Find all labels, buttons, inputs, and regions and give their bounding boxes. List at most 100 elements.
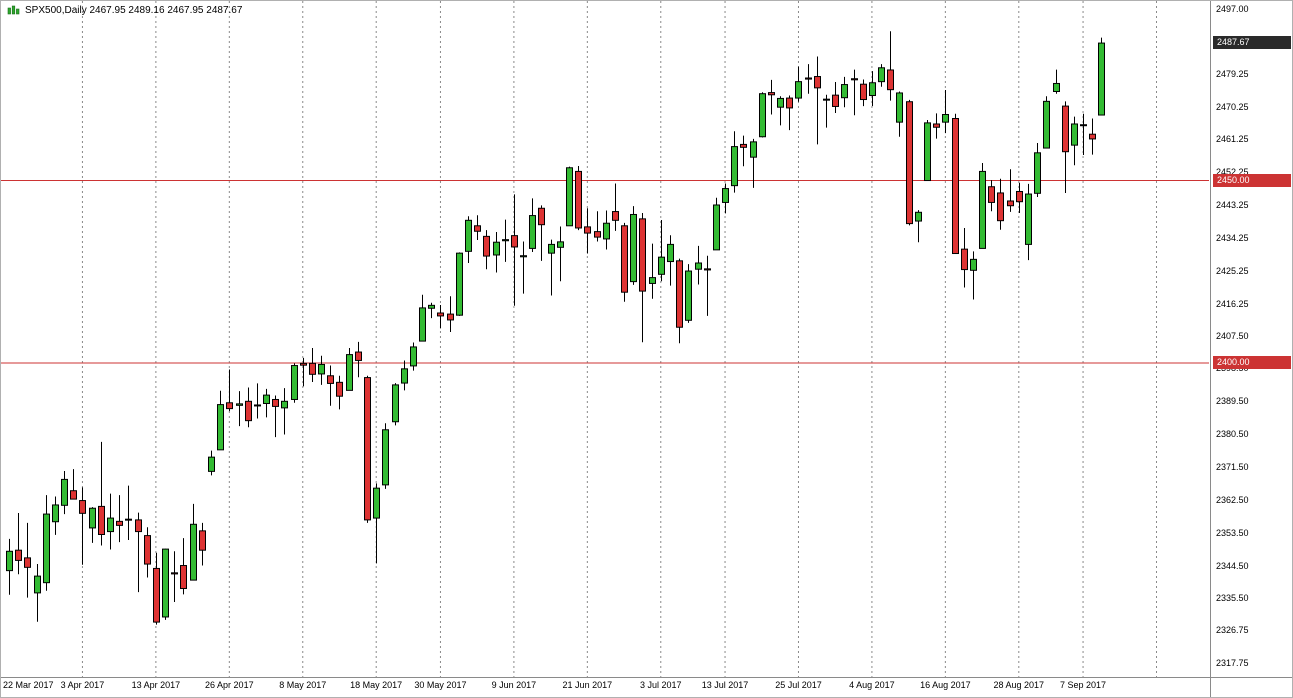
candle [860, 79, 867, 107]
candle [309, 348, 316, 382]
time-axis-label: 16 Aug 2017 [920, 680, 971, 690]
candle [382, 423, 389, 489]
candle [300, 357, 307, 387]
candle [419, 294, 426, 342]
candle [961, 227, 968, 288]
candle [1043, 96, 1050, 149]
time-axis-label: 4 Aug 2017 [849, 680, 895, 690]
time-axis-label: 13 Apr 2017 [131, 680, 181, 690]
candle [1053, 69, 1060, 94]
candle [823, 94, 830, 128]
price-tick-label: 2461.25 [1216, 134, 1249, 145]
candle-body-bear [98, 505, 105, 536]
candle [208, 450, 215, 476]
candle-body-bull [162, 548, 169, 618]
candle [217, 390, 224, 451]
candle-body-bull [502, 239, 509, 242]
candle-body-bear [135, 519, 142, 533]
candle-body-bear [245, 400, 252, 422]
candle-body-bear [70, 490, 77, 500]
candle-body-bear [961, 248, 968, 271]
candle-body-bull [566, 167, 573, 227]
price-tick-label: 2326.75 [1216, 625, 1249, 636]
candle-body-bear [272, 398, 279, 407]
candle-body-bear [860, 83, 867, 101]
candle [291, 363, 298, 403]
candle-body-bull [1034, 152, 1041, 194]
candle [887, 31, 894, 101]
time-axis-label: 7 Sep 2017 [1060, 680, 1107, 690]
candle [933, 113, 940, 139]
candle-body-bull [1043, 100, 1050, 149]
candle-body-bear [1080, 124, 1087, 127]
price-tick-label: 2479.25 [1216, 68, 1249, 79]
candle [89, 507, 96, 543]
candle [493, 231, 500, 273]
price-tick-label: 2362.50 [1216, 494, 1249, 505]
time-axis[interactable]: 22 Mar 2017 3 Apr 2017 13 Apr 2017 26 Apr 2… [1, 680, 1211, 697]
candle [667, 235, 674, 286]
candle-body-bear [584, 226, 591, 234]
candle [1089, 118, 1096, 155]
time-axis-label: 28 Aug 2017 [993, 680, 1045, 690]
time-axis-label: 13 Jul 2017 [701, 680, 749, 690]
candle-body-bear [704, 268, 711, 271]
candle [392, 383, 399, 426]
candle-body-bull [658, 256, 665, 275]
candle-body-bear [180, 565, 187, 590]
candle [281, 388, 288, 435]
candle [428, 302, 435, 319]
candle-body-bull [795, 81, 802, 99]
candle-body-bear [575, 170, 582, 229]
candle-body-bear [1016, 190, 1023, 203]
candle-body-bull [695, 262, 702, 270]
candle-body-bull [557, 241, 564, 248]
time-axis-label: 22 Mar 2017 [3, 680, 54, 690]
candle [630, 206, 637, 285]
candle [575, 165, 582, 231]
candle [346, 348, 353, 391]
chart-plot-area[interactable]: SPX500,Daily 2467.95 2489.16 2467.95 248… [1, 1, 1209, 677]
candle-body-bear [474, 225, 481, 232]
candle-body-bear [814, 76, 821, 89]
candle [915, 210, 922, 243]
candle-body-bull [263, 394, 270, 404]
candle [43, 495, 50, 591]
candle-body-bear [740, 143, 747, 148]
candle [401, 360, 408, 391]
candle-body-bear [1089, 133, 1096, 140]
candle-body-bear [887, 69, 894, 91]
candle-body-bull [970, 258, 977, 271]
candle [1034, 142, 1041, 197]
candle [153, 552, 160, 625]
candle [272, 395, 279, 438]
candle [869, 71, 876, 107]
candle-body-bull [419, 307, 426, 342]
price-tick-label: 2335.50 [1216, 593, 1249, 604]
candle-body-bull [236, 403, 243, 406]
candle [1062, 101, 1069, 193]
candle-body-bull [685, 270, 692, 321]
price-tick-label: 2353.50 [1216, 527, 1249, 538]
candle [364, 375, 371, 523]
candle-body-bear [15, 549, 22, 561]
candle [254, 383, 261, 419]
candle [437, 304, 444, 329]
candle [557, 226, 564, 282]
candlestick-chart[interactable] [1, 1, 1209, 677]
candle [34, 564, 41, 622]
price-tick-label: 2443.25 [1216, 200, 1249, 211]
price-axis[interactable]: 2497.00 2479.25 2470.25 2461.25 2452.25 2443.… [1212, 1, 1292, 677]
candle [584, 208, 591, 254]
candle-body-bear [621, 225, 628, 293]
candle [190, 503, 197, 581]
candle-body-bear [851, 78, 858, 81]
candle [116, 495, 123, 543]
candle [639, 213, 646, 343]
time-axis-label: 3 Jul 2017 [639, 680, 682, 690]
candle-body-bear [639, 218, 646, 292]
candle-body-bear [364, 377, 371, 521]
candle-body-bear [309, 362, 316, 375]
candle-body-bear [254, 404, 261, 407]
